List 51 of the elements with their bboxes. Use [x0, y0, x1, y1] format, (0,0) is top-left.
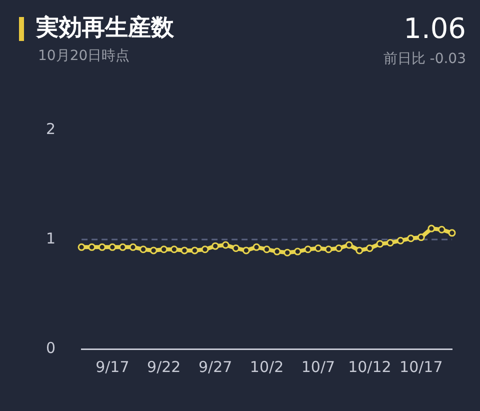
point	[335, 244, 343, 252]
y-tick-label: 2	[46, 120, 56, 138]
point	[98, 243, 106, 251]
point	[376, 240, 384, 248]
chart-subtitle: 10月20日時点	[38, 47, 130, 65]
point	[407, 234, 415, 242]
point	[438, 226, 446, 234]
x-tick-label: 9/22	[147, 358, 181, 376]
point	[108, 243, 116, 251]
x-tick-label: 10/12	[348, 358, 392, 376]
text: 1.06	[404, 12, 466, 45]
x-tick-label: 10/2	[250, 358, 284, 376]
x-tick-label: 10/17	[400, 358, 443, 376]
point	[180, 246, 188, 254]
text: 前日比 -0.03	[383, 50, 466, 68]
point	[294, 248, 302, 256]
point	[118, 243, 126, 251]
point	[222, 241, 230, 249]
point	[284, 248, 292, 256]
x-tick-label: 9/27	[198, 358, 232, 376]
point	[314, 244, 322, 252]
point	[366, 244, 374, 252]
point	[242, 246, 250, 254]
x-tick-label: 9/17	[96, 358, 130, 376]
point	[417, 234, 425, 242]
point	[324, 246, 332, 254]
point	[232, 244, 240, 252]
point	[273, 248, 281, 256]
point	[212, 242, 220, 250]
point	[386, 239, 394, 247]
point	[170, 246, 178, 254]
point	[201, 246, 209, 254]
point	[448, 229, 456, 237]
chart-title: 実効再生産数	[36, 14, 174, 43]
y-tick-label: 0	[46, 338, 56, 357]
point	[190, 246, 198, 254]
point	[356, 246, 364, 254]
point	[140, 246, 148, 254]
point	[78, 243, 86, 251]
point	[304, 246, 312, 254]
x-tick-label: 10/7	[301, 358, 336, 376]
y-tick-label: 1	[46, 229, 56, 248]
point	[263, 246, 271, 254]
point	[129, 243, 137, 251]
point	[150, 246, 158, 254]
point	[88, 243, 96, 251]
point	[345, 241, 353, 249]
point	[396, 236, 404, 244]
point	[428, 224, 436, 232]
point	[160, 246, 168, 254]
point	[252, 243, 260, 251]
